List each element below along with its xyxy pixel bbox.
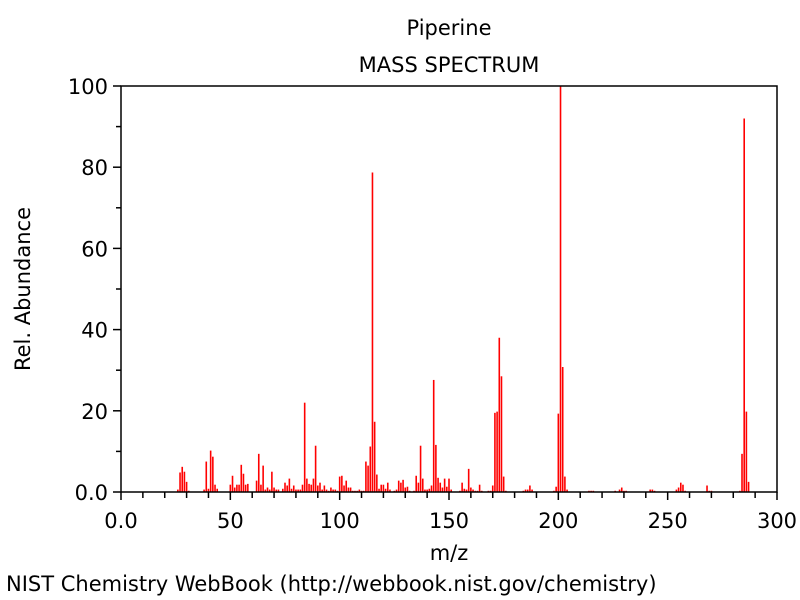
x-axis-label: m/z [430,541,469,565]
peaks-group [177,86,750,492]
y-axis-label: Rel. Abundance [11,207,35,371]
chart-subtitle: MASS SPECTRUM [359,53,540,77]
chart-title: Piperine [407,16,492,40]
footer-credit: NIST Chemistry WebBook (http://webbook.n… [6,572,657,596]
plot-frame [120,85,778,493]
x-axis-ticks: 0.0 50 100 150 200 250 300 [104,492,797,533]
y-tick-label: 0.0 [75,481,108,505]
y-tick-label: 20 [81,400,108,424]
x-tick-label: 250 [648,509,688,533]
x-tick-label: 200 [538,509,578,533]
x-tick-label: 150 [429,509,469,533]
y-tick-label: 40 [81,319,108,343]
y-axis-ticks: 0.0 20 40 60 80 100 [68,75,121,505]
x-tick-label: 100 [320,509,360,533]
y-tick-label: 80 [81,156,108,180]
y-tick-label: 100 [68,75,108,99]
x-tick-label: 50 [217,509,244,533]
x-tick-label: 0.0 [104,509,137,533]
x-tick-label: 300 [757,509,797,533]
y-tick-label: 60 [81,237,108,261]
